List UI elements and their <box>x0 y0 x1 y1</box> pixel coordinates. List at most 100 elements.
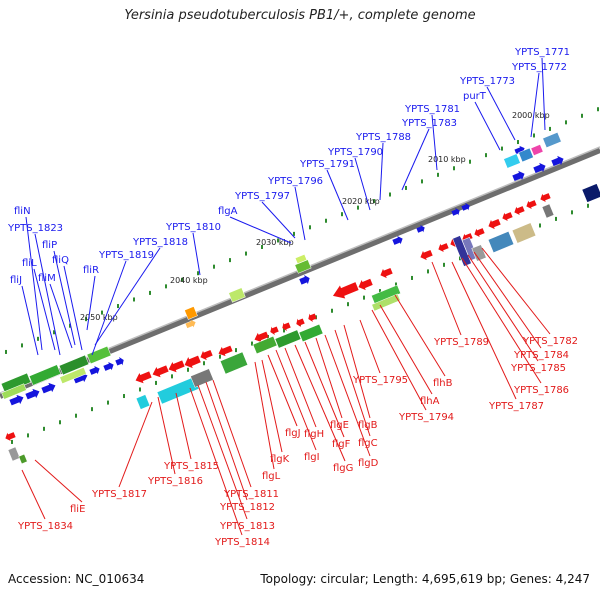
gene-label-reverse: flgL <box>262 471 281 482</box>
tick-dot <box>331 308 333 313</box>
tick-dot <box>155 380 157 385</box>
gene-label-reverse: YPTS_1789 <box>433 337 489 348</box>
gene-label-forward: YPTS_1781 <box>404 104 460 115</box>
gene-label-reverse: YPTS_1813 <box>219 521 275 532</box>
tick-dot <box>517 140 519 145</box>
gene-box <box>1 383 27 400</box>
tick-dot <box>53 330 55 335</box>
gene-box <box>294 254 308 264</box>
gene-label-forward: YPTS_1810 <box>165 222 221 233</box>
gene-label-leader <box>49 283 73 349</box>
gene-label-leader <box>205 381 248 501</box>
gene-label-leader <box>189 387 243 536</box>
tick-dot <box>571 210 573 215</box>
gene-label-leader <box>343 324 371 419</box>
gene-label-reverse: YPTS_1815 <box>163 461 219 472</box>
gene-box <box>86 345 112 365</box>
gene-label-leader <box>467 254 539 362</box>
gene-label-reverse: YPTS_1812 <box>219 502 275 513</box>
gene-label-leader <box>541 57 546 131</box>
tick-dot <box>363 295 365 300</box>
tick-dot <box>453 166 455 171</box>
gene-box <box>190 368 214 388</box>
forward-gene-arrow <box>512 170 525 182</box>
tick-dot <box>91 407 93 412</box>
gene-box <box>511 222 537 244</box>
gene-label-forward: YPTS_1791 <box>299 159 355 170</box>
gene-label-leader <box>33 268 56 351</box>
gene-label-forward: YPTS_1818 <box>132 237 188 248</box>
reverse-gene-arrow <box>474 228 485 238</box>
tick-dot <box>197 271 199 276</box>
forward-gene-arrow <box>416 224 425 233</box>
gene-label-forward: fliL <box>22 258 37 269</box>
tick-dot <box>459 256 461 261</box>
forward-gene-arrow <box>25 388 40 400</box>
gene-label-leader <box>34 233 61 356</box>
gene-label-reverse: YPTS_1786 <box>513 385 569 396</box>
gene-label-forward: purT <box>463 91 487 102</box>
reverse-gene-arrow <box>254 331 269 343</box>
gene-label-leader <box>53 250 76 346</box>
tick-dot <box>21 343 23 348</box>
gene-label-reverse: YPTS_1817 <box>91 489 147 500</box>
tick-dot <box>75 413 77 418</box>
gene-label-leader <box>530 72 540 138</box>
tick-dot <box>395 282 397 287</box>
forward-gene-arrow <box>73 372 88 384</box>
kbp-tick-label: 2010 kbp <box>428 155 466 164</box>
gene-label-leader <box>474 101 501 151</box>
gene-label-leader <box>379 304 433 395</box>
reverse-gene-arrow <box>270 326 279 335</box>
tick-dot <box>469 159 471 164</box>
gene-label-forward: fliR <box>83 265 99 276</box>
tick-dot <box>165 284 167 289</box>
gene-label-reverse: YPTS_1782 <box>522 336 578 347</box>
tick-dot <box>85 317 87 322</box>
gene-label-leader <box>21 469 46 520</box>
reverse-gene-arrow <box>308 313 317 322</box>
gene-features <box>0 132 600 465</box>
kbp-tick-label: 2040 kbp <box>170 276 208 285</box>
reverse-gene-arrow <box>5 432 16 442</box>
gene-box <box>228 287 246 303</box>
reverse-gene-arrow <box>488 218 501 230</box>
gene-label-leader <box>254 361 275 470</box>
tick-dot <box>203 361 205 366</box>
gene-label-leader <box>34 459 83 503</box>
tick-dot <box>283 328 285 333</box>
gene-label-leader <box>451 261 517 400</box>
gene-label-forward: YPTS_1772 <box>511 62 567 73</box>
gene-box <box>518 147 534 163</box>
tick-dot <box>5 349 7 354</box>
gene-label-reverse: flgD <box>358 458 379 469</box>
tick-dot <box>373 199 375 204</box>
topology-summary: Topology: circular; Length: 4,695,619 bp… <box>260 572 590 586</box>
gene-label-forward: YPTS_1773 <box>459 76 515 87</box>
kbp-tick-label: 2020 kbp <box>342 197 380 206</box>
gene-label-leader <box>315 337 343 419</box>
gene-label-reverse: YPTS_1811 <box>223 489 279 500</box>
gene-label-leader <box>473 251 542 349</box>
tick-dot <box>187 367 189 372</box>
gene-label-forward: flgA <box>218 206 238 217</box>
gene-label-reverse: flhA <box>420 396 440 407</box>
gene-box <box>541 203 555 219</box>
reverse-gene-arrow <box>526 200 537 210</box>
gene-box <box>252 335 278 355</box>
gene-label-reverse: fliE <box>70 504 85 515</box>
gene-label-forward: fliN <box>14 206 31 217</box>
accession-text: Accession: NC_010634 <box>8 572 145 586</box>
gene-label-leader <box>212 379 252 488</box>
tick-dot <box>347 302 349 307</box>
gene-label-forward: YPTS_1823 <box>7 223 63 234</box>
tick-dot <box>597 107 599 112</box>
tick-dot <box>587 203 589 208</box>
tick-dot <box>37 336 39 341</box>
gene-label-leader <box>486 86 516 141</box>
kbp-tick-label: 2000 kbp <box>512 111 550 120</box>
tick-dot <box>357 205 359 210</box>
reverse-gene-labels: YPTS_1782 YPTS_1784 YPTS_1785 YPTS_1786 YPTS… <box>17 247 578 548</box>
tick-dot <box>229 258 231 263</box>
forward-gene-arrow <box>451 207 460 216</box>
